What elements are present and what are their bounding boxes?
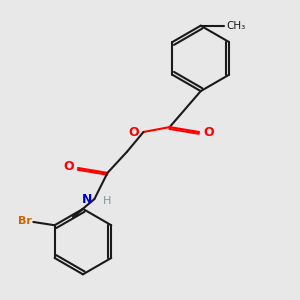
Text: N: N [82,193,93,206]
Text: O: O [129,125,139,139]
Text: O: O [63,160,74,173]
Text: CH₃: CH₃ [226,21,246,31]
Text: Br: Br [18,216,32,226]
Text: H: H [103,196,111,206]
Text: O: O [203,125,214,139]
